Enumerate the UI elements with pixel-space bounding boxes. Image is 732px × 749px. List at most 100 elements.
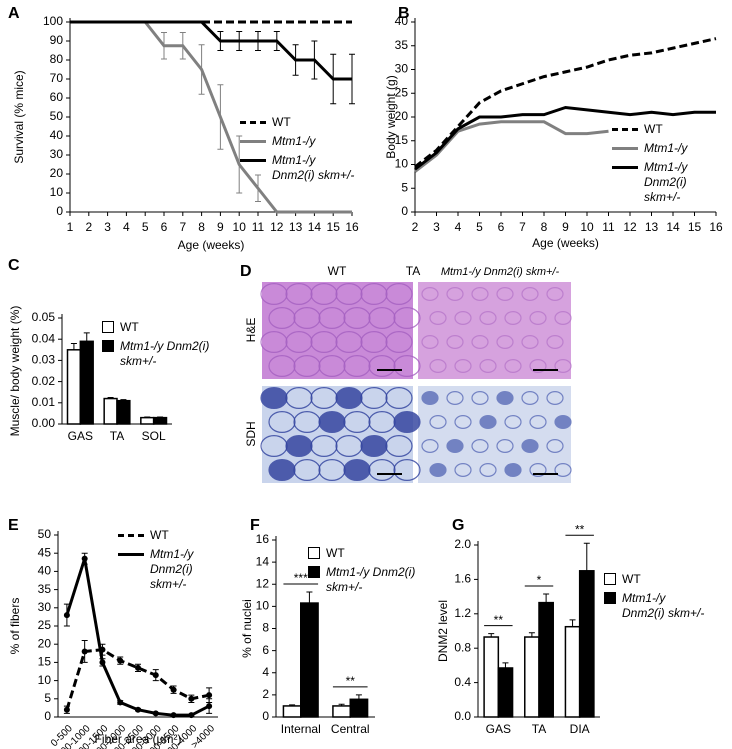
panel-letter: G [452, 517, 464, 534]
y-tick-label: 8 [262, 621, 269, 635]
cell [268, 307, 296, 330]
cell [479, 415, 497, 430]
cell [546, 391, 564, 406]
y-tick-label: 0 [262, 709, 269, 723]
legend-label: Mtm1-/y Dnm2(i) skm+/- [150, 547, 194, 591]
legend-entry: WT [118, 528, 230, 543]
error-bar [488, 633, 495, 638]
y-tick-label: 35 [38, 582, 52, 596]
y-tick-label: 40 [50, 128, 64, 142]
legend-label: Mtm1-/y Dnm2(i) skm+/- [326, 565, 416, 594]
x-tick-label: 7 [179, 220, 186, 234]
legend-label: Mtm1-/y [644, 141, 688, 155]
legend-entry: Mtm1-/y Dnm2(i) skm+/- [240, 153, 358, 183]
cell [454, 311, 472, 326]
x-tick-label: 4 [455, 220, 462, 234]
significance-label: ** [575, 522, 585, 536]
legend-swatch [102, 321, 114, 333]
bar [332, 705, 351, 718]
column-label: WT [328, 264, 347, 278]
error-bar [217, 84, 224, 150]
cell [479, 311, 497, 326]
legend: WT Mtm1-/y Mtm1-/y Dnm2(i) skm+/- [240, 115, 358, 187]
x-tick-label: 14 [666, 220, 680, 234]
error-bar [120, 399, 127, 401]
y-axis-label: Survival (% mice) [12, 70, 26, 163]
y-tick-label: 0 [44, 709, 51, 723]
cell [421, 391, 439, 406]
legend-entry: WT [308, 546, 430, 561]
cell [260, 331, 288, 354]
legend-swatch [612, 128, 638, 131]
cell [393, 459, 421, 482]
legend-label: Mtm1-/y Dnm2(i) skm+/- [622, 591, 705, 620]
marker [81, 648, 88, 655]
y-tick-label: 15 [38, 655, 52, 669]
marker [206, 703, 213, 710]
cell [318, 307, 346, 330]
panel-letter: F [250, 517, 260, 534]
cell [285, 283, 313, 306]
cell [554, 359, 572, 374]
error-bar [83, 332, 90, 342]
error-bar [528, 632, 535, 638]
cell [360, 283, 388, 306]
cell [318, 411, 346, 434]
bar [116, 399, 131, 425]
legend-swatch [240, 121, 266, 124]
y-tick-label: 0.02 [32, 374, 56, 388]
cell [293, 459, 321, 482]
legend-label: Mtm1-/y Dnm2(i) skm+/- [272, 153, 355, 182]
marker [63, 612, 70, 619]
legend: WT Mtm1-/y Dnm2(i) skm+/- [118, 528, 230, 596]
cell [454, 463, 472, 478]
cell [521, 335, 539, 350]
cell [546, 439, 564, 454]
panel-letter: B [398, 5, 410, 22]
error-bar [502, 662, 509, 668]
cell [546, 335, 564, 350]
error-bar [355, 694, 362, 700]
cell [471, 439, 489, 454]
cell [504, 415, 522, 430]
y-tick-label: 60 [50, 90, 64, 104]
cell [496, 287, 514, 302]
cell [393, 411, 421, 434]
cell [554, 311, 572, 326]
y-tick-label: 5 [44, 691, 51, 705]
y-tick-label: 4 [262, 665, 269, 679]
legend-swatch [240, 140, 266, 143]
y-tick-label: 5 [401, 180, 408, 194]
legend-label: WT [644, 122, 663, 136]
cell [318, 355, 346, 378]
cell [454, 359, 472, 374]
cell [504, 359, 522, 374]
error-bar [306, 591, 313, 604]
y-tick-label: 0 [401, 204, 408, 218]
y-tick-label: 50 [50, 109, 64, 123]
legend-entry: Mtm1-/y Dnm2(i) skm+/- [102, 339, 212, 369]
x-tick-label: TA [532, 722, 546, 736]
cell [471, 335, 489, 350]
error-bar [569, 619, 576, 627]
cell [529, 359, 547, 374]
cell [471, 287, 489, 302]
legend-swatch [118, 553, 144, 556]
error-bar [179, 31, 186, 60]
y-tick-label: 45 [38, 545, 52, 559]
x-tick-label: 13 [289, 220, 303, 234]
cell [268, 459, 296, 482]
marker [135, 664, 141, 671]
cell [421, 287, 439, 302]
legend: WT Mtm1-/y Dnm2(i) skm+/- [102, 320, 212, 373]
x-tick-label: 11 [602, 220, 615, 234]
legend-entry: Mtm1-/y [240, 134, 358, 149]
y-tick-label: 90 [50, 33, 64, 47]
x-tick-label: Internal [281, 722, 321, 736]
legend-label: WT [120, 320, 139, 334]
legend-label: WT [150, 528, 169, 542]
legend-swatch [308, 547, 320, 559]
cell [285, 331, 313, 354]
